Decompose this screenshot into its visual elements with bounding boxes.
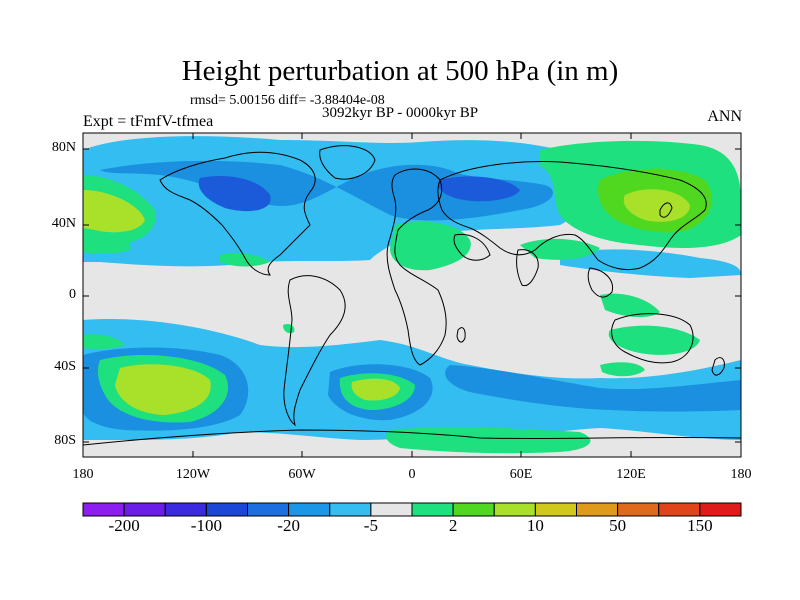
contour-pos1-pacific-low <box>83 230 131 255</box>
contour-pos1-atlantic <box>390 221 471 271</box>
coast-japan <box>659 202 673 218</box>
contour-field <box>83 133 741 457</box>
coast-se-asia <box>587 267 614 298</box>
contour-pos1-antarctic <box>386 427 591 454</box>
contour-pos3-nepacific <box>83 190 145 233</box>
lon-tick-label: 180 <box>730 467 752 482</box>
colorbar-label: 50 <box>609 516 627 535</box>
lat-tick-label: 80S <box>54 433 76 448</box>
lat-tick-label: 80N <box>51 140 76 155</box>
colorbar-label: -20 <box>277 516 300 535</box>
coast-asia <box>437 161 707 271</box>
lon-tick-label: 60W <box>288 467 316 482</box>
lon-tick-label: 0 <box>408 467 416 482</box>
contour-neg3-asia <box>438 176 520 202</box>
coast-arabia <box>453 233 491 261</box>
contour-pos1-asia <box>520 238 600 260</box>
lat-tick-label: 40N <box>51 216 76 231</box>
colorbar-label: 150 <box>687 516 713 535</box>
coast-new-zealand <box>711 357 725 376</box>
colorbar-label: 10 <box>526 516 544 535</box>
coast-south-america <box>283 275 346 427</box>
coast-greenland <box>319 145 376 180</box>
contour-pos1-stropical <box>83 334 125 350</box>
lon-tick-label: 60E <box>509 467 533 482</box>
contour-pos1-swpacific <box>600 362 645 377</box>
axis-ticks <box>82 133 742 457</box>
period-label: 3092kyr BP - 0000kyr BP <box>322 105 479 121</box>
coast-europe-africa <box>386 168 447 366</box>
contour-pos1-pacific-mid <box>220 252 270 267</box>
contour-neg2-north <box>100 160 553 221</box>
coast-antarctica <box>83 429 741 446</box>
contour-pos1-wpacific <box>600 293 660 318</box>
colorbar-label: -200 <box>108 516 140 535</box>
lat-tick-label: 0 <box>69 287 76 302</box>
contour-neg2-south <box>445 365 741 412</box>
coast-madagascar <box>456 327 466 343</box>
experiment-label: Expt = tFmfV-tfmea <box>83 113 214 130</box>
plot-title: Height perturbation at 500 hPa (in m) <box>181 55 619 87</box>
contour-neg3-north <box>198 175 271 212</box>
coast-australia <box>611 313 694 364</box>
season-label: ANN <box>707 108 742 125</box>
coastlines <box>83 145 741 446</box>
contour-pos1-australia <box>608 325 700 355</box>
stats-line: rmsd= 5.00156 diff= -3.88404e-08 <box>190 93 385 108</box>
contour-pos3-spacific <box>115 364 211 415</box>
colorbar-label: -5 <box>363 516 378 535</box>
lon-tick-label: 180 <box>72 467 94 482</box>
contour-pos3-pacific <box>623 189 690 222</box>
coast-north-america <box>159 151 316 276</box>
colorbar-label: 2 <box>448 516 458 535</box>
contour-pos3-satlantic <box>351 378 400 401</box>
lat-tick-label: 40S <box>54 359 76 374</box>
coast-india <box>516 249 539 287</box>
lon-tick-label: 120E <box>616 467 646 482</box>
lon-tick-label: 120W <box>175 467 211 482</box>
contour-neg-eastpacific <box>560 249 741 278</box>
colorbar-label: -100 <box>190 516 222 535</box>
